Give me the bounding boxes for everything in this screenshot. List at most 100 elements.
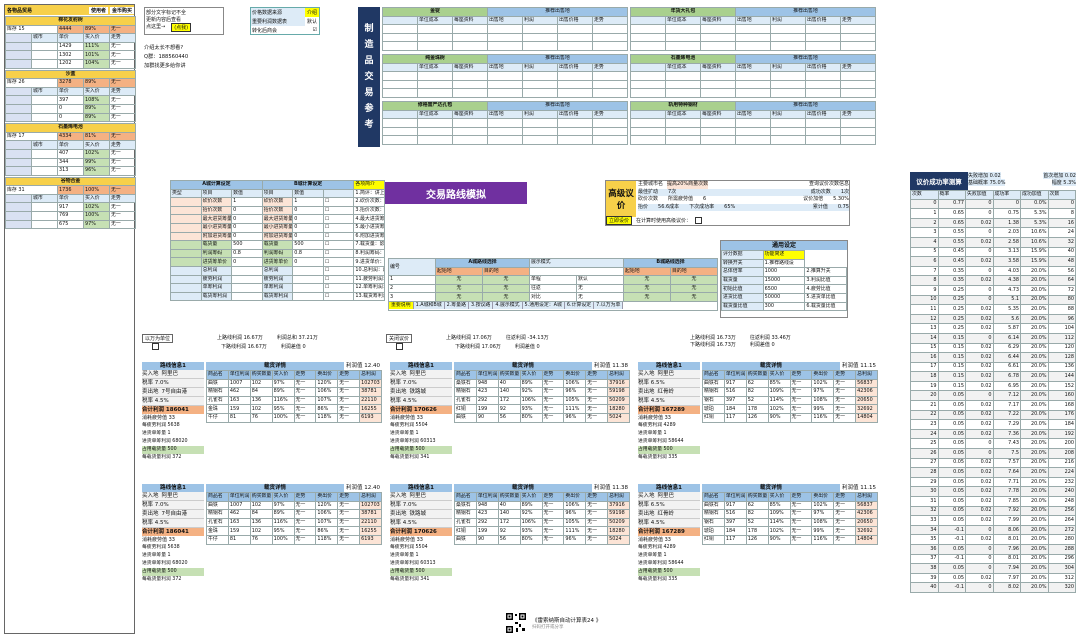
summary-b-label[interactable]: 关闭议价 — [386, 334, 413, 343]
calc-check[interactable]: ☐ — [322, 257, 355, 267]
panel-buy_city[interactable]: 阿里巴 — [409, 371, 427, 377]
trade-row[interactable] — [382, 71, 628, 81]
calc-value-b[interactable] — [292, 283, 324, 293]
left-row[interactable]: 1202 104% 无一 — [5, 58, 136, 69]
panel-row[interactable]: 桑铁石 948 40 89% 无一 106% 无一 37916 — [454, 378, 630, 389]
general-cell[interactable]: 1.推荐路线设 — [762, 258, 806, 269]
panel-sell_city[interactable]: 卖出地 — [390, 511, 407, 517]
panel-sell_city[interactable]: 卖出地 — [390, 389, 407, 395]
calc-value-b[interactable]: 0 — [292, 231, 324, 242]
panel-row[interactable]: 曲铁 90 56 80% 无一 96% 无一 5024 — [454, 412, 630, 423]
advanced-note-checkbox[interactable] — [695, 217, 703, 224]
route-select-row[interactable]: 2 无无往返无无无 — [388, 283, 718, 294]
route-select-cell[interactable]: 无 — [482, 292, 530, 302]
panel-row[interactable]: 琥珀 184 178 102% 无一 99% 无一 32692 — [702, 526, 878, 536]
left-row[interactable]: 344 99% 无一 — [5, 157, 136, 168]
panel-buy_city[interactable]: 阿里巴 — [657, 493, 675, 499]
calc-value-b[interactable]: 1 — [292, 197, 324, 207]
calc-value-a[interactable]: 0.8 — [231, 248, 263, 259]
notes-click-button[interactable]: (点我) — [171, 23, 192, 32]
calc-value-b[interactable] — [292, 274, 324, 285]
trade-row[interactable] — [630, 88, 876, 98]
route-select-cell[interactable]: 无 — [670, 283, 718, 294]
route-select-row[interactable]: 3 无无对比无无无 — [388, 292, 718, 302]
calc-check[interactable]: ☐ — [322, 231, 355, 242]
panel-sell_city[interactable]: 卖出地 — [142, 389, 159, 395]
panel-sell_name[interactable]: 7号自由港 — [161, 389, 188, 395]
trade-row[interactable] — [382, 126, 628, 137]
calc-value-b[interactable]: 0.8 — [292, 248, 324, 259]
panel-buy_city[interactable]: 阿里巴 — [161, 493, 179, 499]
panel-row[interactable]: 曲铁 1007 102 97% 无一 120% 无一 102703 — [206, 500, 382, 511]
panel-row[interactable]: 金珠 159 102 95% 无一 86% 无一 16255 — [206, 404, 382, 414]
calc-value-b[interactable]: 500 — [292, 240, 324, 250]
panel-row[interactable]: 曲铁 90 56 80% 无一 96% 无一 5024 — [454, 534, 630, 545]
panel-row[interactable]: 牛仔 81 76 100% 无一 118% 无一 6193 — [206, 534, 382, 545]
route-select-cell[interactable]: 无 — [623, 275, 671, 285]
route-select-cell[interactable]: 无 — [670, 292, 718, 302]
panel-row[interactable]: 牛仔 81 76 100% 无一 118% 无一 6193 — [206, 412, 382, 423]
route-select-cell[interactable]: 往返 — [529, 283, 577, 294]
calc-check[interactable]: ☐ — [322, 214, 355, 224]
calc-value-a[interactable] — [231, 274, 263, 285]
panel-buy_city[interactable]: 阿里巴 — [161, 371, 179, 377]
calc-value-b[interactable]: 0 — [292, 257, 324, 267]
calc-check[interactable]: ☐ — [322, 222, 355, 233]
route-select-cell[interactable]: 无 — [576, 292, 624, 302]
general-cell[interactable]: 1000 — [762, 267, 806, 277]
calc-value-a[interactable]: 1 — [231, 197, 263, 207]
panel-row[interactable]: 曲铁 1007 102 97% 无一 120% 无一 102703 — [206, 378, 382, 389]
route-select-row[interactable]: 1 无无单程 默认无无 — [388, 275, 718, 285]
calc-value-a[interactable]: 0 — [231, 257, 263, 267]
calc-check[interactable]: ☐ — [322, 283, 355, 293]
left-row[interactable]: 675 97% 无一 — [5, 219, 136, 230]
summary-b-checkbox[interactable] — [396, 343, 403, 350]
summary-unit[interactable]: 以万为单位 — [142, 334, 174, 343]
calc-value-a[interactable]: 0 — [231, 214, 263, 224]
panel-row[interactable]: 孔雀石 292 172 106% 无一 105% 无一 50209 — [454, 517, 630, 528]
route-select-cell[interactable]: 无 — [435, 275, 483, 285]
panel-sell_name[interactable]: 铁路城 — [409, 389, 427, 395]
panel-row[interactable]: 曲铁石 917 62 85% 无一 102% 无一 56837 — [702, 500, 878, 511]
calc-value-b[interactable]: 0 — [292, 214, 324, 224]
panel-row[interactable]: 桑铁石 948 40 89% 无一 106% 无一 37916 — [454, 500, 630, 511]
route-select-cell[interactable]: 无 — [482, 283, 530, 294]
trade-row[interactable] — [382, 88, 628, 98]
option2-value[interactable]: 默认 — [306, 19, 317, 25]
route-select-cell[interactable]: 无 — [670, 275, 718, 285]
panel-row[interactable]: 金珠 159 102 95% 无一 86% 无一 16255 — [206, 526, 382, 536]
option1-value[interactable]: 介绍 — [304, 8, 319, 17]
panel-row[interactable]: 红铜 117 126 90% 无一 116% 无一 14804 — [702, 534, 878, 545]
general-cell[interactable]: 50000 — [762, 292, 806, 303]
trade-row[interactable] — [630, 118, 876, 128]
panel-row[interactable]: 精钢石 462 84 89% 无一 106% 无一 38781 — [206, 387, 382, 397]
calc-value-a[interactable]: 0 — [231, 222, 263, 233]
panel-sell_name[interactable]: 红骨岭 — [657, 511, 675, 517]
trade-row[interactable] — [630, 32, 876, 43]
calc-check[interactable]: ☐ — [322, 248, 355, 259]
advanced-apply-button[interactable]: 立即设价 — [606, 216, 633, 225]
panel-row[interactable]: 精钢石 423 140 92% 无一 96% 无一 59198 — [454, 387, 630, 397]
left-tag2[interactable]: 金币购买 — [109, 6, 134, 14]
route-select-cell[interactable]: 默认 — [576, 275, 624, 285]
trade-row[interactable] — [382, 135, 628, 145]
left-row[interactable]: 0 89% 无一 — [5, 103, 136, 114]
calc-check[interactable]: ☐ — [322, 197, 355, 207]
panel-sell_city[interactable]: 卖出地 — [638, 389, 655, 395]
route-select-cell[interactable]: 无 — [623, 292, 671, 302]
calc-value-a[interactable]: 0 — [231, 205, 263, 216]
trade-row[interactable] — [382, 79, 628, 90]
panel-row[interactable]: 孔雀石 163 136 116% 无一 107% 无一 22110 — [206, 395, 382, 406]
general-cell[interactable]: 15000 — [762, 275, 806, 286]
trade-row[interactable] — [630, 135, 876, 145]
calc-check[interactable]: ☐ — [322, 291, 355, 302]
panel-row[interactable]: 红铜 117 126 90% 无一 116% 无一 14804 — [702, 412, 878, 423]
calc-value-a[interactable]: 500 — [231, 240, 263, 250]
calc-value-a[interactable] — [231, 291, 263, 302]
panel-row[interactable]: 钢石 397 52 114% 无一 108% 无一 20650 — [702, 395, 878, 406]
panel-row[interactable]: 红铜 199 92 93% 无一 111% 无一 18280 — [454, 526, 630, 536]
route-select-cell[interactable]: 无 — [576, 283, 624, 294]
trade-row[interactable] — [382, 41, 628, 51]
left-row[interactable]: 769 100% 无一 — [5, 211, 136, 221]
calc-check[interactable]: ☐ — [322, 265, 355, 276]
